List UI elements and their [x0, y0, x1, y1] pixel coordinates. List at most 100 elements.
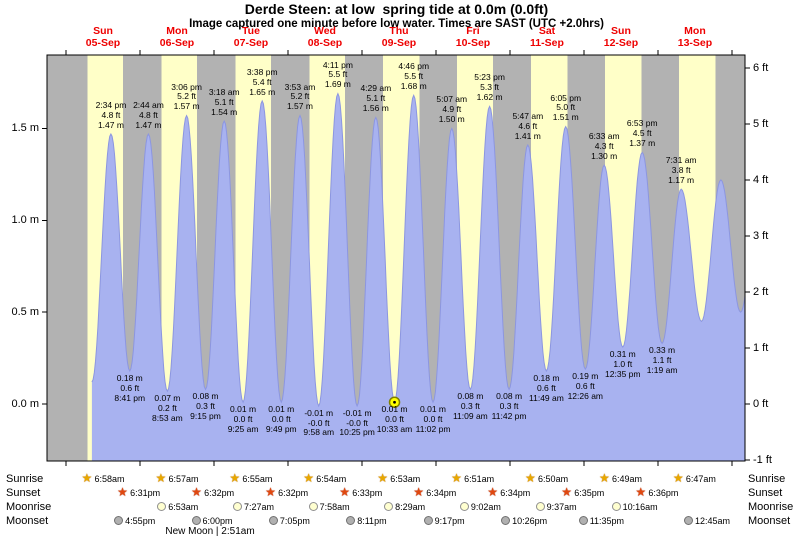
high-tide-label: 3:06 pm 5.2 ft 1.57 m	[171, 81, 202, 112]
low-tide-label: 0.07 m 0.2 ft 8:53 am	[152, 393, 183, 423]
sunrise-time: 6:51am	[464, 474, 495, 484]
sunrise-star-icon: ★	[303, 471, 315, 485]
moonset-circle-icon	[346, 516, 356, 525]
y-axis-left-label: 1.0 m	[11, 214, 39, 227]
low-tide-label: 0.08 m 0.3 ft 9:15 pm	[190, 391, 221, 421]
high-tide-label: 3:53 am 5.2 ft 1.57 m	[284, 81, 316, 112]
moonset-circle-icon	[268, 516, 278, 525]
sunset-star-icon: ★	[117, 485, 128, 499]
sunset-star-icon: ★	[487, 485, 498, 499]
moonset-time: 10:26pm	[512, 516, 548, 526]
sunset-star-icon: ★	[339, 485, 350, 499]
high-tide-label: 4:29 am 5.1 ft 1.56 m	[360, 83, 392, 114]
sunset-star-icon: ★	[635, 485, 647, 499]
moonrise-circle-icon	[232, 502, 242, 511]
day-label: Thu 09-Sep	[381, 25, 417, 49]
sunset-time: 6:35pm	[574, 488, 605, 498]
y-axis-right-label: 0 ft	[753, 398, 769, 411]
astro-row-label-right: Moonrise	[748, 501, 793, 513]
sunset-time: 6:34pm	[500, 488, 531, 498]
moonset-time: 9:17pm	[434, 516, 465, 526]
astro-row-label-left: Sunset	[6, 487, 41, 499]
sunrise-star-icon: ★	[229, 471, 241, 485]
tide-area	[91, 93, 745, 461]
sunset-star-icon: ★	[265, 485, 276, 499]
sunrise-star-icon: ★	[81, 471, 93, 485]
moonrise-time: 7:27am	[243, 502, 274, 512]
y-axis-right-label: 1 ft	[753, 342, 769, 355]
sunset-time: 6:32pm	[278, 488, 309, 498]
y-axis-right-label: 3 ft	[753, 230, 769, 243]
high-tide-label: 2:34 pm 4.8 ft 1.47 m	[95, 99, 127, 130]
high-tide-label: 6:33 am 4.3 ft 1.30 m	[588, 131, 620, 161]
high-tide-label: 5:07 am 4.9 ft 1.50 m	[436, 94, 468, 125]
low-tide-label: 0.33 m 1.1 ft 1:19 am	[646, 345, 678, 376]
moonset-circle-icon	[191, 516, 201, 525]
high-tide-label: 2:44 am 4.8 ft 1.47 m	[133, 99, 164, 130]
moonset-time: 7:05pm	[279, 516, 310, 526]
y-axis-right-label: -1 ft	[753, 454, 772, 467]
moonrise-time: 9:02am	[470, 502, 501, 512]
low-tide-label: 0.19 m 0.6 ft 12:26 am	[567, 371, 604, 401]
sunset-star-icon: ★	[561, 485, 573, 499]
moonrise-circle-icon	[611, 502, 621, 511]
y-axis-left-label: 1.5 m	[11, 122, 39, 135]
moonrise-time: 9:37am	[546, 502, 577, 512]
astro-row-label-right: Sunset	[748, 487, 783, 499]
day-label: Sun 12-Sep	[603, 25, 639, 49]
sunrise-time: 6:53am	[390, 474, 421, 484]
high-tide-label: 3:38 pm 5.4 ft 1.65 m	[246, 66, 278, 97]
low-tide-label: 0.18 m 0.6 ft 8:41 pm	[114, 372, 146, 403]
low-tide-label: -0.01 m -0.0 ft 9:58 am	[303, 407, 335, 438]
high-tide-label: 6:53 pm 4.5 ft 1.37 m	[626, 118, 658, 148]
astro-row-label-left: Moonset	[6, 515, 49, 527]
moonset-time: 11:35pm	[589, 516, 625, 526]
moonrise-circle-icon	[308, 502, 318, 511]
moonrise-time: 7:58am	[319, 502, 350, 512]
low-tide-label: -0.01 m -0.0 ft 10:25 pm	[339, 407, 375, 438]
sunrise-star-icon: ★	[525, 471, 536, 485]
low-tide-label: 0.01 m 0.0 ft 9:49 pm	[265, 404, 297, 434]
sunset-star-icon: ★	[413, 485, 425, 499]
moonrise-time: 8:29am	[395, 502, 426, 512]
moonset-time: 8:11pm	[357, 516, 387, 526]
y-axis-right-label: 2 ft	[753, 286, 769, 299]
sunrise-time: 6:57am	[168, 474, 199, 484]
moonset-circle-icon	[578, 516, 588, 525]
sunset-star-icon: ★	[191, 485, 202, 499]
day-label: Sat 11-Sep	[530, 25, 564, 49]
moonrise-circle-icon	[459, 502, 469, 511]
sunrise-star-icon: ★	[599, 471, 610, 485]
plot-border	[46, 54, 746, 462]
y-axis-right-label: 6 ft	[753, 62, 769, 75]
sunrise-time: 6:47am	[685, 474, 716, 484]
astro-row-label-left: Moonrise	[6, 501, 52, 513]
moonrise-circle-icon	[384, 502, 394, 511]
low-tide-label: 0.18 m 0.6 ft 11:49 am	[529, 372, 564, 403]
sunset-time: 6:32pm	[204, 488, 235, 498]
sunset-time: 6:33pm	[352, 488, 383, 498]
sunset-time: 6:34pm	[426, 488, 457, 498]
y-axis-left-label: 0.5 m	[11, 306, 39, 319]
low-tide-label: 0.31 m 1.0 ft 12:35 pm	[605, 349, 641, 379]
moonset-time: 6:00pm	[202, 516, 233, 526]
high-tide-label: 3:18 am 5.1 ft 1.54 m	[208, 87, 240, 117]
astro-row-label-left: Sunrise	[6, 473, 44, 485]
day-label: Sun 05-Sep	[85, 25, 121, 49]
sunrise-time: 6:54am	[316, 474, 347, 484]
chart-subtitle: Image captured one minute before low wat…	[189, 18, 604, 30]
sunset-time: 6:31pm	[130, 488, 161, 498]
high-tide-label: 4:46 pm 5.5 ft 1.68 m	[398, 61, 430, 91]
astro-row-label-right: Sunrise	[748, 473, 786, 485]
astro-row-label-right: Moonset	[748, 515, 791, 527]
sunset-time: 6:36pm	[648, 488, 679, 498]
current-time-marker-dot	[393, 400, 396, 404]
sunrise-star-icon: ★	[451, 471, 462, 485]
day-label: Mon 06-Sep	[159, 25, 195, 49]
y-axis-right-label: 5 ft	[753, 118, 769, 131]
moonset-time: 12:45am	[695, 516, 731, 526]
low-tide-label: 0.01 m 0.0 ft 11:02 pm	[415, 404, 451, 434]
high-tide-label: 4:11 pm 5.5 ft 1.69 m	[322, 59, 353, 90]
